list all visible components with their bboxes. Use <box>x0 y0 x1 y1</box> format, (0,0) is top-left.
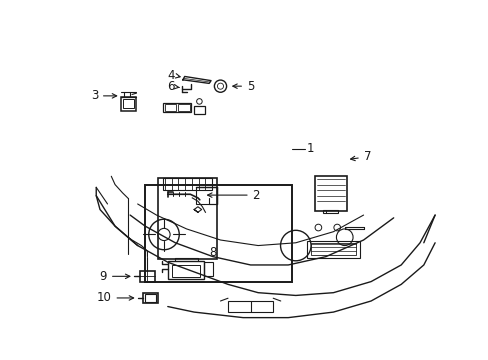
Bar <box>314 176 346 211</box>
Bar <box>306 242 359 258</box>
Bar <box>178 104 189 111</box>
Bar <box>145 294 155 302</box>
Bar <box>121 97 136 111</box>
Bar <box>163 177 212 190</box>
Text: 3: 3 <box>91 89 98 102</box>
Bar <box>194 105 204 114</box>
Text: 6: 6 <box>167 81 174 94</box>
Bar <box>203 262 213 276</box>
Text: 8: 8 <box>209 246 216 259</box>
Text: 9: 9 <box>99 270 106 283</box>
Text: 10: 10 <box>96 292 111 305</box>
Text: 1: 1 <box>306 142 314 155</box>
Text: 2: 2 <box>252 189 260 202</box>
Bar <box>167 261 203 279</box>
Text: 7: 7 <box>363 150 370 163</box>
Text: 5: 5 <box>246 80 254 93</box>
Bar <box>143 293 157 303</box>
Text: 4: 4 <box>167 69 174 82</box>
Polygon shape <box>183 76 211 84</box>
Bar <box>227 301 273 312</box>
Bar <box>145 185 291 282</box>
Bar <box>310 243 355 255</box>
Bar <box>122 99 134 108</box>
Bar <box>158 177 216 260</box>
Bar <box>165 104 176 111</box>
Bar <box>163 103 191 112</box>
Bar <box>323 210 338 213</box>
Bar <box>139 270 155 282</box>
Bar <box>171 265 200 278</box>
Bar <box>196 187 216 204</box>
